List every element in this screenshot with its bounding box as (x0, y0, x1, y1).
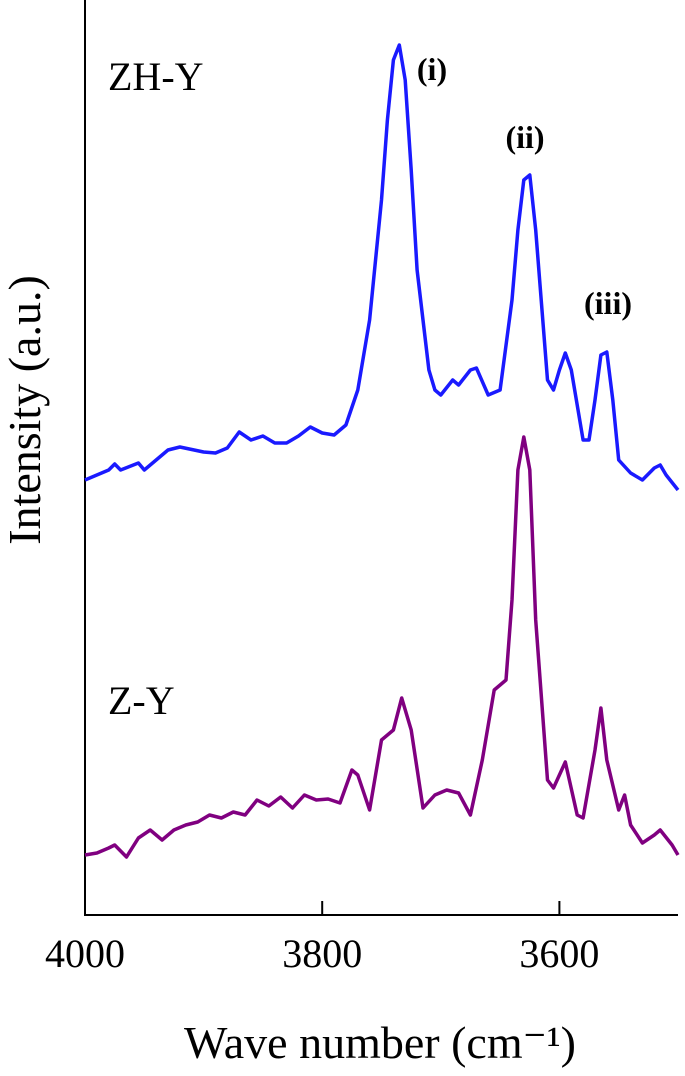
annotation: ZH-Y (108, 54, 204, 99)
x-tick-label: 3600 (519, 931, 599, 976)
spectrum-line (84, 435, 680, 859)
x-tick-label: 3800 (282, 931, 362, 976)
spectrum-line (84, 43, 680, 492)
annotation: (ii) (505, 119, 544, 155)
x-tick-label: 4000 (45, 931, 125, 976)
annotation: Z-Y (108, 678, 175, 723)
x-axis-label: Wave number (cm⁻¹) (184, 1017, 576, 1068)
y-axis-label: Intensity (a.u.) (0, 275, 50, 545)
annotation: (iii) (584, 285, 632, 321)
annotation: (i) (417, 51, 447, 87)
